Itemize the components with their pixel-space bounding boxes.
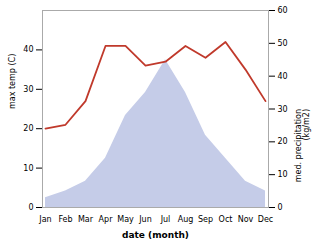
- svg-text:Sep: Sep: [198, 215, 213, 224]
- svg-text:med. precipitation(kg/m2): med. precipitation(kg/m2): [294, 109, 311, 182]
- svg-text:Mar: Mar: [78, 215, 94, 224]
- svg-text:10: 10: [278, 170, 288, 179]
- svg-text:Oct: Oct: [219, 215, 233, 224]
- svg-text:Feb: Feb: [58, 215, 72, 224]
- svg-text:date (month): date (month): [122, 230, 189, 240]
- svg-text:Apr: Apr: [99, 215, 114, 224]
- svg-text:Nov: Nov: [238, 215, 254, 224]
- svg-text:40: 40: [23, 45, 33, 54]
- svg-text:May: May: [117, 215, 134, 224]
- svg-text:30: 30: [23, 85, 33, 94]
- svg-text:20: 20: [278, 137, 288, 146]
- svg-text:60: 60: [278, 6, 288, 15]
- svg-text:40: 40: [278, 72, 288, 81]
- svg-text:30: 30: [278, 105, 288, 114]
- svg-text:0: 0: [278, 203, 283, 212]
- svg-text:0: 0: [28, 203, 33, 212]
- svg-text:Dec: Dec: [258, 215, 273, 224]
- svg-text:Jan: Jan: [38, 215, 51, 224]
- svg-text:max temp (C): max temp (C): [8, 54, 17, 109]
- svg-text:50: 50: [278, 39, 288, 48]
- svg-text:Aug: Aug: [178, 215, 194, 224]
- svg-text:10: 10: [23, 164, 33, 173]
- svg-text:Jun: Jun: [138, 215, 152, 224]
- svg-text:Jul: Jul: [160, 215, 171, 224]
- svg-text:20: 20: [23, 124, 33, 133]
